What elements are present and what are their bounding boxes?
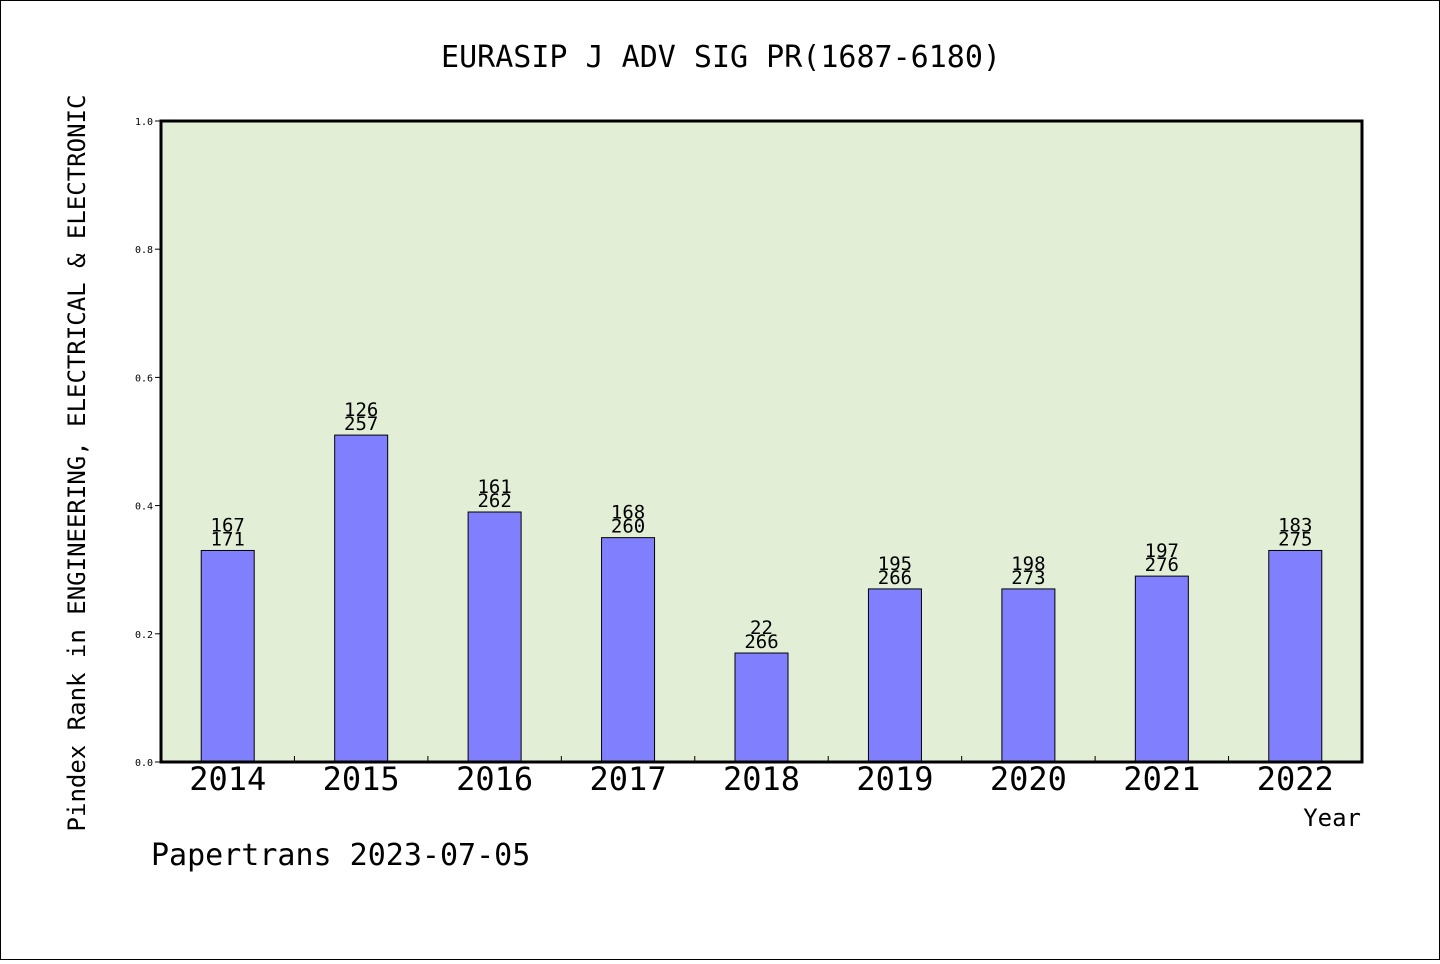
bar-label-top: 168 <box>611 502 645 524</box>
y-tick-label: 0.6 <box>135 373 153 384</box>
bar-2017 <box>601 537 656 763</box>
bar-2014 <box>200 549 255 763</box>
bar-2019 <box>867 588 922 763</box>
bar-label-top: 22 <box>750 617 773 639</box>
bar-label-bottom: 273 <box>1011 567 1045 589</box>
x-tick-label: 2022 <box>1257 760 1334 798</box>
bar-2015 <box>334 434 389 763</box>
bar-2018 <box>734 652 789 763</box>
y-tick-label: 1.0 <box>135 117 153 128</box>
bar-2016 <box>467 511 522 763</box>
bar-label-bottom: 171 <box>211 528 245 550</box>
bar-label-top: 167 <box>211 514 245 536</box>
bar-label-bottom: 266 <box>744 631 778 653</box>
bar-label-bottom: 266 <box>878 567 912 589</box>
x-tick-label: 2019 <box>856 760 933 798</box>
bar-label-top: 183 <box>1278 514 1312 536</box>
bar-label-bottom: 262 <box>477 490 511 512</box>
bar-2022 <box>1268 549 1323 763</box>
bar-label-bottom: 257 <box>344 413 378 435</box>
bar-series: 1671711262571612621682602226619526619827… <box>200 399 1323 763</box>
x-tick-label: 2016 <box>456 760 533 798</box>
bar-label-top: 198 <box>1011 553 1045 575</box>
bar-2020 <box>1001 588 1056 763</box>
bar-label-top: 161 <box>477 476 511 498</box>
bar-label-top: 126 <box>344 399 378 421</box>
bar-label-bottom: 260 <box>611 516 645 538</box>
y-axis-label: Pindex Rank in ENGINEERING, ELECTRICAL &… <box>63 95 91 832</box>
x-tick-label: 2018 <box>723 760 800 798</box>
x-tick-label: 2021 <box>1123 760 1200 798</box>
x-axis-label: Year <box>1303 804 1361 832</box>
y-tick-label: 0.2 <box>135 630 153 641</box>
plot-border <box>159 119 1364 764</box>
x-axis: 2014 2015 2016 2017 2018 2019 2020 2021 2022 <box>189 756 1334 798</box>
bar-2021 <box>1134 575 1189 763</box>
y-tick-label: 0.4 <box>135 502 153 513</box>
y-tick-label: 0.8 <box>135 245 153 256</box>
bar-label-bottom: 275 <box>1278 528 1312 550</box>
bar-label-bottom: 276 <box>1145 554 1179 576</box>
bar-label-top: 197 <box>1145 540 1179 562</box>
x-tick-label: 2020 <box>990 760 1067 798</box>
x-tick-label: 2015 <box>323 760 400 798</box>
x-tick-label: 2017 <box>590 760 667 798</box>
bar-label-top: 195 <box>878 553 912 575</box>
chart-title: EURASIP J ADV SIG PR(1687-6180) <box>441 40 1001 75</box>
x-tick-label: 2014 <box>189 760 266 798</box>
footer-date: Papertrans 2023-07-05 <box>151 838 530 873</box>
y-axis: 0.0 0.2 0.4 0.6 0.8 1.0 <box>135 117 161 769</box>
y-tick-label: 0.0 <box>135 758 153 769</box>
